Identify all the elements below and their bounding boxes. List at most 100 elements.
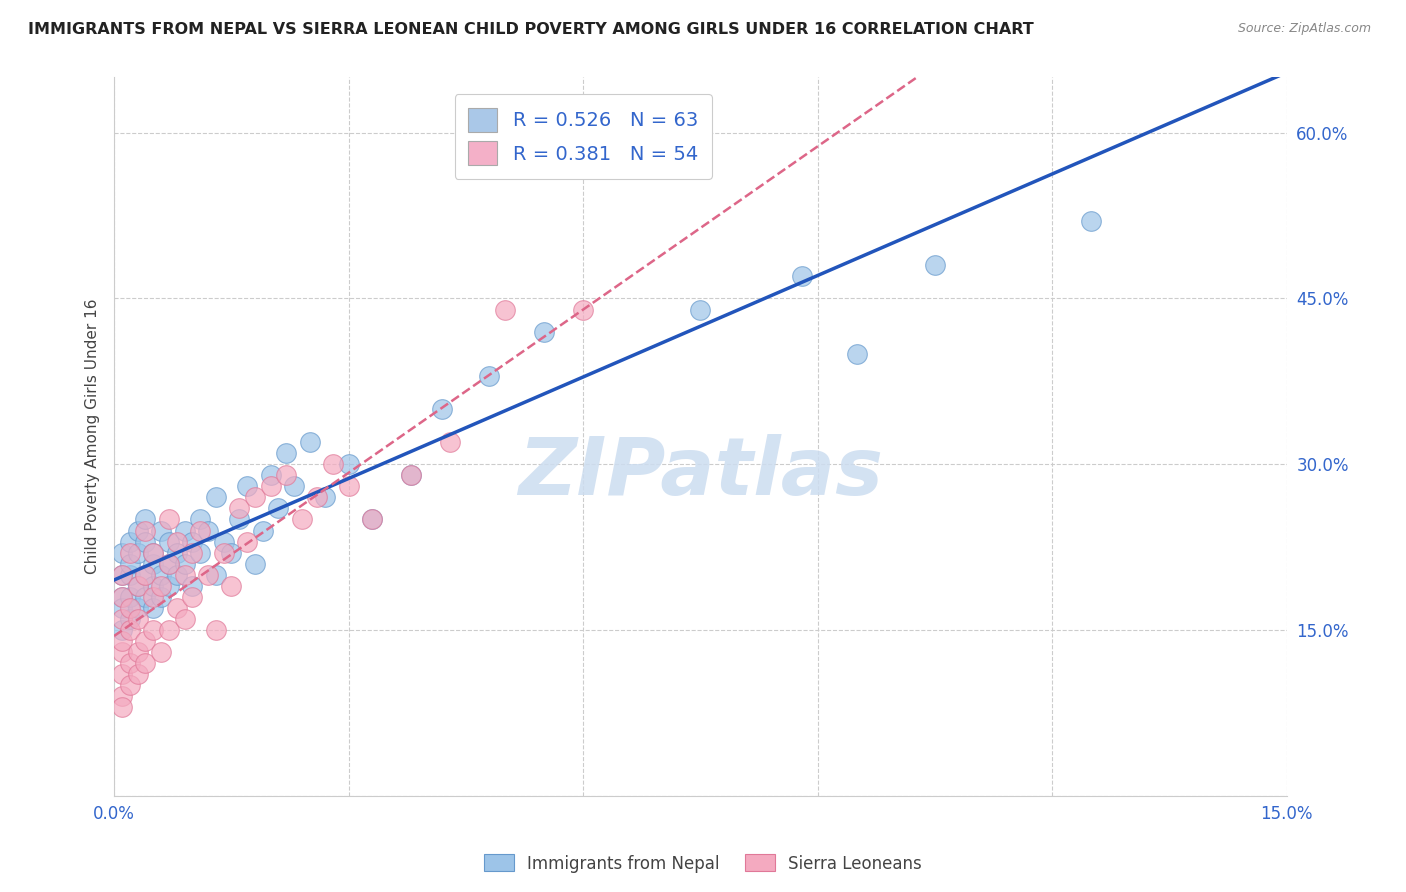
Point xyxy=(134,634,156,648)
Point xyxy=(111,634,134,648)
Point xyxy=(314,491,336,505)
Point xyxy=(157,512,180,526)
Point xyxy=(259,468,281,483)
Point xyxy=(212,534,235,549)
Point xyxy=(134,524,156,538)
Point xyxy=(595,148,617,162)
Point xyxy=(127,579,149,593)
Point xyxy=(181,579,204,593)
Point xyxy=(221,546,243,560)
Point xyxy=(134,567,156,582)
Point xyxy=(188,524,211,538)
Point xyxy=(150,579,173,593)
Point xyxy=(236,479,259,493)
Legend: Immigrants from Nepal, Sierra Leoneans: Immigrants from Nepal, Sierra Leoneans xyxy=(478,847,928,880)
Point xyxy=(166,546,188,560)
Point xyxy=(134,590,156,604)
Point xyxy=(142,600,165,615)
Point xyxy=(689,302,711,317)
Point xyxy=(127,600,149,615)
Point xyxy=(432,401,454,416)
Point xyxy=(157,579,180,593)
Point xyxy=(134,567,156,582)
Point xyxy=(228,501,250,516)
Point xyxy=(298,435,321,450)
Point xyxy=(127,612,149,626)
Legend: R = 0.526   N = 63, R = 0.381   N = 54: R = 0.526 N = 63, R = 0.381 N = 54 xyxy=(454,95,711,178)
Point xyxy=(142,590,165,604)
Point xyxy=(924,258,946,272)
Point xyxy=(118,678,141,692)
Point xyxy=(118,567,141,582)
Point xyxy=(142,546,165,560)
Point xyxy=(118,656,141,670)
Point xyxy=(166,600,188,615)
Point xyxy=(361,512,384,526)
Point xyxy=(197,524,219,538)
Point xyxy=(283,479,305,493)
Point xyxy=(181,534,204,549)
Point xyxy=(111,567,134,582)
Point xyxy=(142,557,165,571)
Point xyxy=(173,524,195,538)
Point xyxy=(337,479,360,493)
Point xyxy=(204,567,226,582)
Point xyxy=(127,579,149,593)
Point xyxy=(111,690,134,704)
Point xyxy=(118,534,141,549)
Point xyxy=(221,579,243,593)
Point xyxy=(439,435,461,450)
Point xyxy=(150,590,173,604)
Point xyxy=(399,468,422,483)
Text: ZIPatlas: ZIPatlas xyxy=(517,434,883,511)
Point xyxy=(118,600,141,615)
Point xyxy=(111,612,134,626)
Point xyxy=(572,302,595,317)
Point xyxy=(111,546,134,560)
Point xyxy=(166,567,188,582)
Point xyxy=(111,700,134,714)
Point xyxy=(111,623,134,637)
Text: IMMIGRANTS FROM NEPAL VS SIERRA LEONEAN CHILD POVERTY AMONG GIRLS UNDER 16 CORRE: IMMIGRANTS FROM NEPAL VS SIERRA LEONEAN … xyxy=(28,22,1033,37)
Point xyxy=(118,546,141,560)
Point xyxy=(173,612,195,626)
Point xyxy=(494,302,516,317)
Point xyxy=(204,623,226,637)
Text: Source: ZipAtlas.com: Source: ZipAtlas.com xyxy=(1237,22,1371,36)
Point xyxy=(276,468,298,483)
Point xyxy=(845,347,868,361)
Point xyxy=(157,623,180,637)
Point xyxy=(111,590,134,604)
Point xyxy=(111,667,134,681)
Point xyxy=(259,479,281,493)
Point xyxy=(142,623,165,637)
Point xyxy=(157,557,180,571)
Point xyxy=(111,600,134,615)
Point xyxy=(142,579,165,593)
Point xyxy=(181,590,204,604)
Point xyxy=(307,491,329,505)
Point xyxy=(166,534,188,549)
Point xyxy=(157,557,180,571)
Point xyxy=(127,546,149,560)
Point xyxy=(790,269,813,284)
Point xyxy=(127,667,149,681)
Point xyxy=(276,446,298,460)
Point xyxy=(252,524,274,538)
Point xyxy=(173,557,195,571)
Y-axis label: Child Poverty Among Girls Under 16: Child Poverty Among Girls Under 16 xyxy=(86,299,100,574)
Point xyxy=(134,512,156,526)
Point xyxy=(322,457,344,471)
Point xyxy=(118,590,141,604)
Point xyxy=(291,512,314,526)
Point xyxy=(181,546,204,560)
Point xyxy=(361,512,384,526)
Point xyxy=(533,325,555,339)
Point xyxy=(197,567,219,582)
Point xyxy=(134,656,156,670)
Point xyxy=(188,512,211,526)
Point xyxy=(127,524,149,538)
Point xyxy=(173,567,195,582)
Point xyxy=(134,534,156,549)
Point xyxy=(127,645,149,659)
